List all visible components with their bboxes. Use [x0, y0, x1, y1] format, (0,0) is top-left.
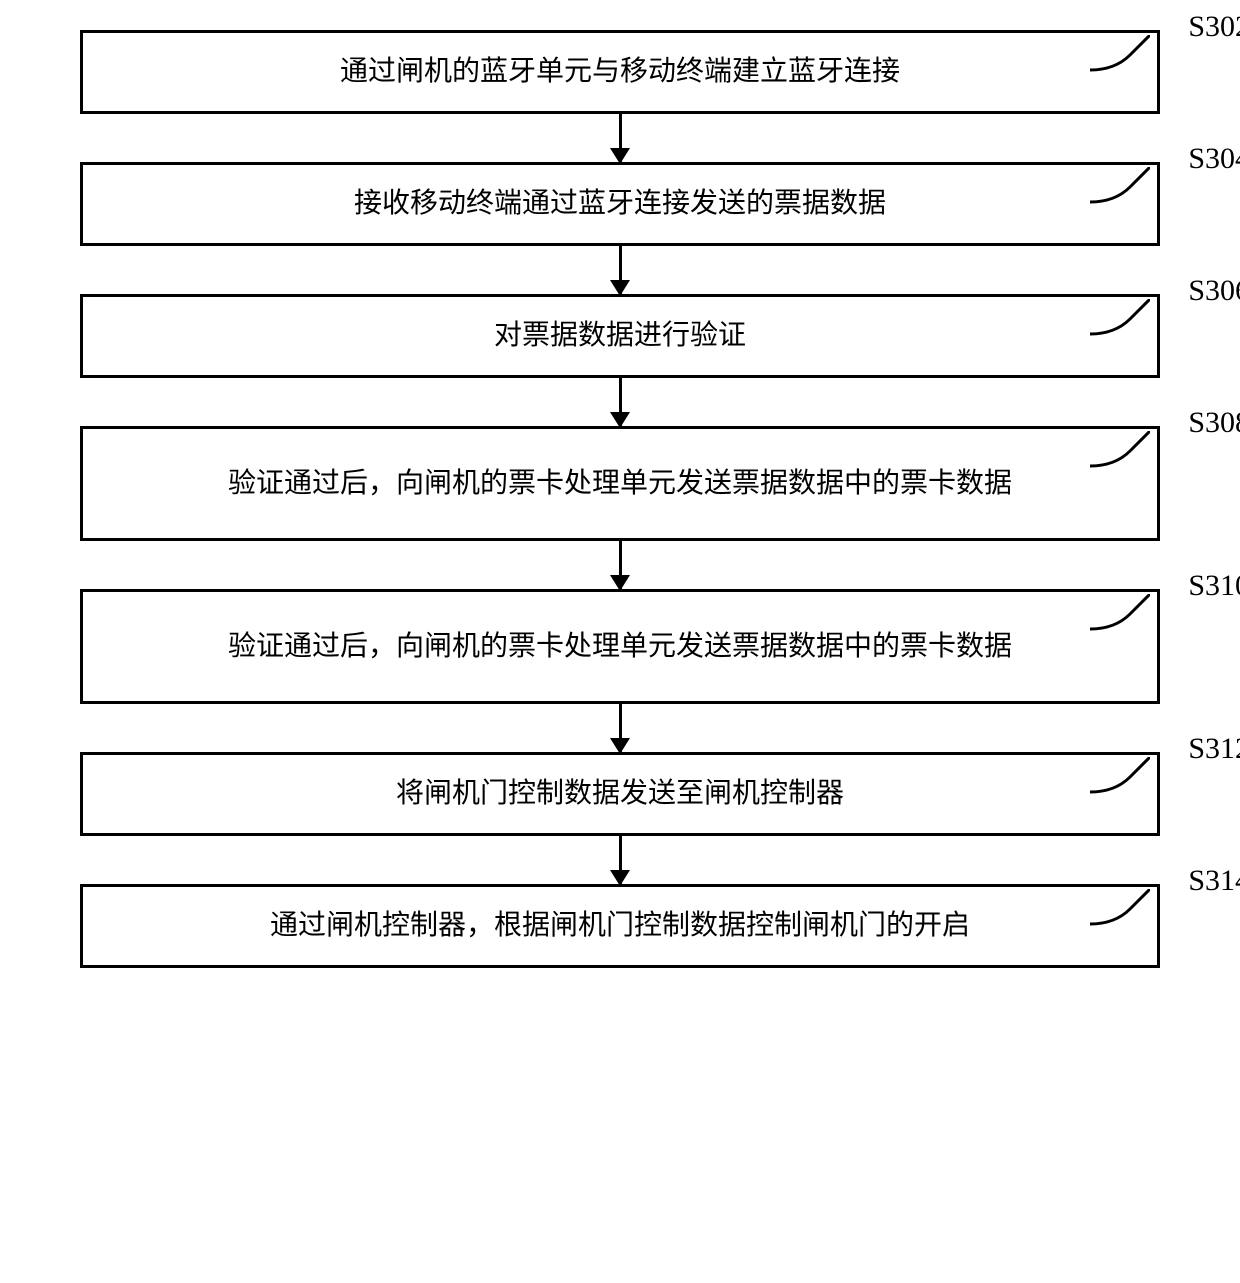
step-text: 验证通过后，向闸机的票卡处理单元发送票据数据中的票卡数据	[228, 463, 1012, 505]
connector-curve-icon	[1090, 757, 1150, 797]
step-text: 对票据数据进行验证	[494, 315, 746, 357]
step-row: 对票据数据进行验证 S306	[80, 294, 1160, 378]
step-row: 通过闸机控制器，根据闸机门控制数据控制闸机门的开启 S314	[80, 884, 1160, 968]
step-box: 通过闸机控制器，根据闸机门控制数据控制闸机门的开启	[80, 884, 1160, 968]
step-row: 验证通过后，向闸机的票卡处理单元发送票据数据中的票卡数据 S308	[80, 426, 1160, 541]
step-box: 接收移动终端通过蓝牙连接发送的票据数据	[80, 162, 1160, 246]
step-row: 通过闸机的蓝牙单元与移动终端建立蓝牙连接 S302	[80, 30, 1160, 114]
arrow-connector	[80, 246, 1160, 294]
step-row: 接收移动终端通过蓝牙连接发送的票据数据 S304	[80, 162, 1160, 246]
step-label: S302	[1188, 10, 1240, 44]
step-row: 将闸机门控制数据发送至闸机控制器 S312	[80, 752, 1160, 836]
step-box: 通过闸机的蓝牙单元与移动终端建立蓝牙连接	[80, 30, 1160, 114]
step-text: 将闸机门控制数据发送至闸机控制器	[396, 773, 844, 815]
arrow-connector	[80, 704, 1160, 752]
arrow-connector	[80, 114, 1160, 162]
step-box: 验证通过后，向闸机的票卡处理单元发送票据数据中的票卡数据	[80, 426, 1160, 541]
connector-curve-icon	[1090, 299, 1150, 339]
step-label: S304	[1188, 142, 1240, 176]
step-row: 验证通过后，向闸机的票卡处理单元发送票据数据中的票卡数据 S310	[80, 589, 1160, 704]
step-text: 通过闸机的蓝牙单元与移动终端建立蓝牙连接	[340, 51, 900, 93]
step-label: S314	[1188, 864, 1240, 898]
step-text: 验证通过后，向闸机的票卡处理单元发送票据数据中的票卡数据	[228, 626, 1012, 668]
step-text: 接收移动终端通过蓝牙连接发送的票据数据	[354, 183, 886, 225]
connector-curve-icon	[1090, 35, 1150, 75]
arrow-connector	[80, 836, 1160, 884]
connector-curve-icon	[1090, 431, 1150, 471]
step-text: 通过闸机控制器，根据闸机门控制数据控制闸机门的开启	[270, 905, 970, 947]
step-label: S308	[1188, 406, 1240, 440]
connector-curve-icon	[1090, 167, 1150, 207]
arrow-connector	[80, 541, 1160, 589]
step-label: S306	[1188, 274, 1240, 308]
flowchart-container: 通过闸机的蓝牙单元与移动终端建立蓝牙连接 S302 接收移动终端通过蓝牙连接发送…	[80, 30, 1160, 968]
step-box: 对票据数据进行验证	[80, 294, 1160, 378]
step-box: 验证通过后，向闸机的票卡处理单元发送票据数据中的票卡数据	[80, 589, 1160, 704]
step-label: S312	[1188, 732, 1240, 766]
connector-curve-icon	[1090, 889, 1150, 929]
connector-curve-icon	[1090, 594, 1150, 634]
step-box: 将闸机门控制数据发送至闸机控制器	[80, 752, 1160, 836]
step-label: S310	[1188, 569, 1240, 603]
arrow-connector	[80, 378, 1160, 426]
